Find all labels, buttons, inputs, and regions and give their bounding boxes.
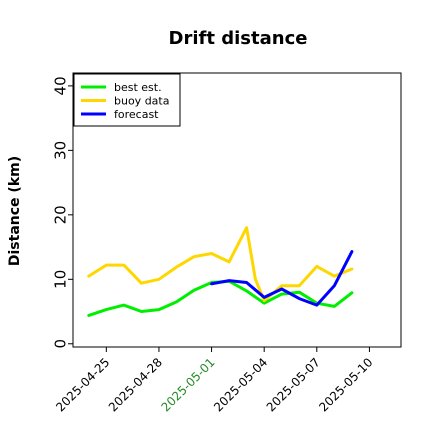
x-tick-label: 2025-04-25 — [53, 355, 112, 414]
y-axis-label: Distance (km) — [7, 156, 23, 266]
x-tick-label: 2025-05-01 — [158, 355, 217, 414]
chart-title: Drift distance — [169, 28, 308, 49]
x-tick-label: 2025-05-10 — [316, 355, 375, 414]
plot-frame — [72, 72, 402, 348]
y-tick-label: 20 — [51, 205, 69, 224]
x-tick-label: 2025-04-28 — [106, 355, 165, 414]
y-tick-label: 30 — [51, 141, 69, 160]
series-lines — [87, 226, 354, 317]
x-tick-label: 2025-05-07 — [264, 355, 323, 414]
series-line-best-est- — [87, 279, 354, 317]
series-line-buoy-data — [87, 226, 354, 303]
y-tick-label: 40 — [51, 76, 69, 95]
legend-label: forecast — [114, 108, 159, 121]
legend-label: buoy data — [114, 95, 169, 108]
y-tick-label: 0 — [51, 339, 69, 349]
y-tick-label: 10 — [51, 270, 69, 289]
series-line-forecast — [210, 250, 354, 307]
x-tick-label: 2025-05-04 — [211, 355, 270, 414]
axis-ticks: 0102030402025-04-252025-04-282025-05-012… — [51, 76, 375, 414]
legend-label: best est. — [114, 81, 162, 94]
